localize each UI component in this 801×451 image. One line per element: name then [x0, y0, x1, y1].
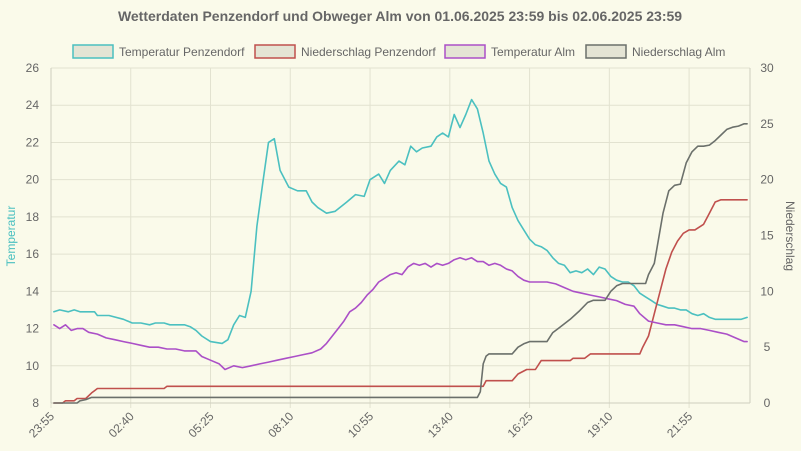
y-axis-right-label: Niederschlag	[783, 201, 797, 271]
y-left-tick-label: 22	[26, 135, 40, 149]
x-tick-label: 08:10	[265, 409, 296, 440]
y-axis-left-label: Temperatur	[4, 206, 18, 267]
y-left-tick-label: 24	[26, 98, 40, 112]
y-right-tick-label: 0	[764, 396, 771, 410]
series-line-0	[53, 98, 748, 345]
series-line-2	[53, 257, 748, 371]
x-tick-label: 16:25	[505, 409, 536, 440]
legend-label: Niederschlag Penzendorf	[301, 45, 436, 59]
legend-swatch	[585, 44, 627, 59]
legend-label: Temperatur Alm	[491, 45, 575, 59]
y-right-tick-label: 5	[764, 340, 771, 354]
y-right-tick-label: 20	[760, 173, 774, 187]
chart-grid	[50, 67, 751, 408]
y-left-tick-label: 26	[26, 61, 40, 75]
y-left-tick-label: 12	[26, 322, 40, 336]
x-axis-ticks: 23:55 02:40 05:25 08:10 10:55 13:40 16:25 19:10…	[26, 409, 695, 440]
x-tick-label: 23:55	[26, 409, 57, 440]
y-right-tick-label: 30	[760, 61, 774, 75]
legend-swatch	[72, 44, 114, 59]
y-left-tick-label: 20	[26, 173, 40, 187]
x-tick-label: 19:10	[584, 409, 615, 440]
y-right-tick-label: 25	[760, 117, 774, 131]
series-line-3	[53, 123, 748, 404]
legend-item-2[interactable]: Temperatur Alm	[444, 44, 575, 59]
legend-swatch	[254, 44, 296, 59]
legend-swatch	[444, 44, 486, 59]
x-tick-label: 02:40	[106, 409, 137, 440]
y-left-tick-label: 16	[26, 247, 40, 261]
x-tick-label: 21:55	[664, 409, 695, 440]
chart-title: Wetterdaten Penzendorf und Obweger Alm v…	[118, 8, 682, 24]
series-line-1	[53, 199, 748, 404]
y-left-tick-label: 14	[26, 284, 40, 298]
y-axis-right-ticks: 0 5 10 15 20 25 30	[760, 61, 774, 410]
legend-item-1[interactable]: Niederschlag Penzendorf	[254, 44, 436, 59]
x-tick-label: 05:25	[186, 409, 217, 440]
legend-label: Temperatur Penzendorf	[119, 45, 245, 59]
y-right-tick-label: 15	[760, 229, 774, 243]
y-left-tick-label: 10	[26, 359, 40, 373]
y-left-tick-label: 8	[32, 396, 39, 410]
legend-label: Niederschlag Alm	[632, 45, 725, 59]
x-tick-label: 10:55	[345, 409, 376, 440]
series-lines	[53, 98, 748, 404]
chart-legend: Temperatur Penzendorf Niederschlag Penzen…	[72, 44, 725, 59]
y-axis-left-ticks: 8 10 12 14 16 18 20 22 24 26	[26, 61, 40, 410]
legend-item-3[interactable]: Niederschlag Alm	[585, 44, 725, 59]
y-right-tick-label: 10	[760, 284, 774, 298]
y-left-tick-label: 18	[26, 210, 40, 224]
x-tick-label: 13:40	[425, 409, 456, 440]
legend-item-0[interactable]: Temperatur Penzendorf	[72, 44, 245, 59]
